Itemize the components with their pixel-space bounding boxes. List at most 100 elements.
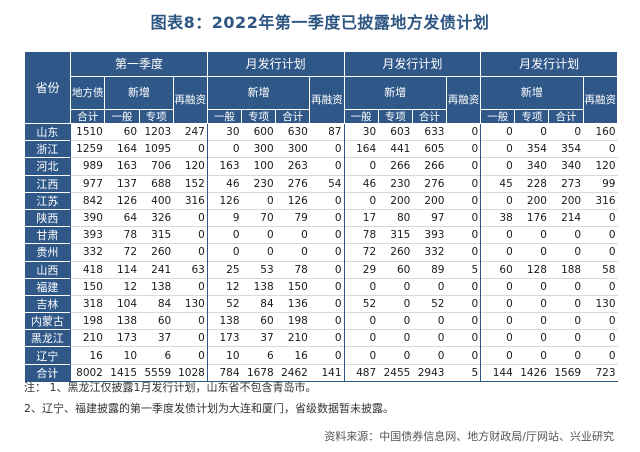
table-cell: 230 [241,174,276,193]
table-cell: 1678 [241,363,276,382]
table-cell: 60 [241,312,276,330]
footnotes: 注： 1、黑龙江仅披露1月发行计划，山东省不包含青岛市。 2、辽宁、福建披露的第… [24,377,394,419]
table-cell: 1569 [548,363,584,382]
table-cell: 5559 [139,363,174,382]
row-province: 内蒙古 [24,312,71,330]
table-cell: 0 [275,226,310,244]
table-cell: 0 [241,191,276,210]
table-cell: 37 [139,329,174,347]
footnote-1: 注： 1、黑龙江仅披露1月发行计划，山东省不包含青岛市。 [24,381,317,394]
table-cell: 393 [70,226,105,244]
table-cell: 89 [412,260,447,279]
header-refinance-m2: 再融资 [445,76,482,124]
table-cell: 10 [206,346,242,365]
table-cell: 99 [583,174,618,193]
table-cell: 0 [275,243,310,261]
table-cell: 80 [378,208,413,227]
table-cell: 784 [206,363,242,382]
table-cell: 138 [206,312,242,330]
table-cell: 316 [583,191,618,210]
table-cell: 0 [412,277,447,296]
table-cell: 45 [480,174,515,193]
table-cell: 1203 [139,122,174,141]
table-cell: 0 [446,191,481,210]
table-cell: 84 [241,294,276,313]
table-cell: 263 [275,157,310,176]
table-cell: 332 [70,243,105,261]
table-cell: 6 [241,346,276,365]
row-province: 陕西 [24,208,71,227]
table-cell: 0 [241,226,276,244]
header-special-m3: 专项 [514,109,550,124]
table-cell: 0 [480,191,515,210]
row-province: 山东 [24,122,71,141]
table-cell: 0 [309,346,344,365]
header-general-m3: 一般 [480,109,516,124]
table-cell: 0 [583,226,618,244]
table-cell: 0 [514,122,549,141]
table-cell: 316 [173,191,208,210]
table-cell: 2462 [275,363,310,382]
table-cell: 0 [480,294,515,313]
table-cell: 0 [548,329,584,347]
table-cell: 5 [446,260,481,279]
table-cell: 97 [412,208,447,227]
table-cell: 418 [70,260,105,279]
header-province: 省份 [23,51,72,124]
table-cell: 0 [446,243,481,261]
table-cell: 332 [412,243,447,261]
table-cell: 173 [104,329,140,347]
table-cell: 276 [412,174,447,193]
table-cell: 198 [275,312,310,330]
table-cell: 130 [583,294,618,313]
row-province: 浙江 [24,140,71,158]
header-total-m3: 合计 [548,109,584,124]
table-cell: 52 [412,294,447,313]
table-cell: 200 [514,191,549,210]
table-cell: 0 [514,312,549,330]
table-cell: 144 [480,363,515,382]
table-cell: 120 [583,157,618,176]
table-cell: 188 [548,260,584,279]
table-cell: 176 [514,208,549,227]
table-cell: 0 [206,140,242,158]
table-cell: 0 [514,277,549,296]
table-cell: 6 [139,346,174,365]
table-cell: 0 [548,277,584,296]
debt-plan-table-container: 省份 第一季度 月发行计划 月发行计划 月发行计划 地方债 新增 再融资 新增 … [23,51,619,382]
table-cell: 64 [104,208,140,227]
table-cell: 603 [378,122,413,141]
table-row: 山东 1510 60 1203 247 30 600 630 87 30 603 633 0 0 0 0 160 [24,122,618,141]
table-cell: 78 [343,226,379,244]
table-cell: 1028 [173,363,208,382]
table-cell: 2455 [378,363,413,382]
table-cell: 0 [446,346,481,365]
table-cell: 688 [139,174,174,193]
table-row: 山西 418 114 241 63 25 53 78 0 29 60 89 5 60 128 188 58 [24,260,618,279]
table-cell: 228 [514,174,549,193]
table-cell: 0 [173,346,208,365]
table-cell: 340 [514,157,549,176]
header-total-m2: 合计 [411,109,447,124]
table-cell: 706 [139,157,174,176]
table-cell: 0 [173,226,208,244]
table-cell: 78 [275,260,310,279]
table-cell: 0 [309,191,344,210]
table-cell: 29 [343,260,379,279]
table-cell: 1510 [70,122,105,141]
header-general-m2: 一般 [343,109,379,124]
source-note: 资料来源：中国债券信息网、地方财政局/厅网站、兴业研究 [324,430,614,443]
table-cell: 0 [206,243,242,261]
table-cell: 600 [241,122,276,141]
table-cell: 70 [241,208,276,227]
table-cell: 0 [173,243,208,261]
table-cell: 0 [446,140,481,158]
table-cell: 0 [583,346,618,365]
table-cell: 30 [206,122,242,141]
table-cell: 200 [412,191,447,210]
header-general-m1: 一般 [206,109,243,124]
table-cell: 0 [480,277,515,296]
row-province: 贵州 [24,243,71,261]
table-cell: 37 [241,329,276,347]
table-cell: 0 [173,329,208,347]
